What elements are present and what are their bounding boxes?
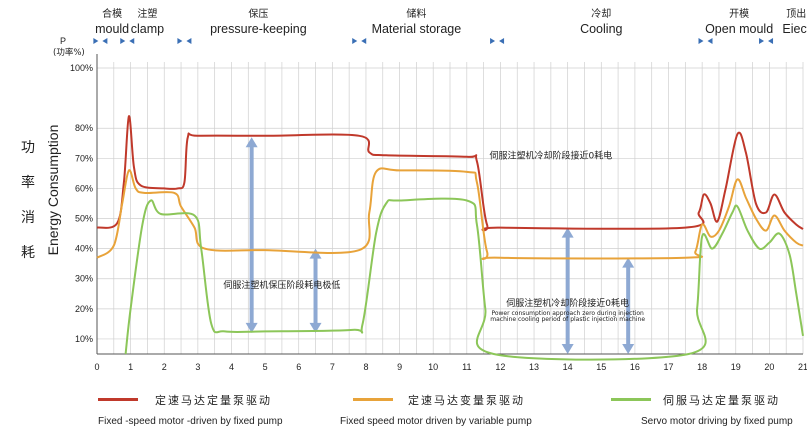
phase-boundary-marker: [93, 38, 99, 44]
x-tick-label: 7: [330, 362, 335, 372]
phase-boundary-marker: [129, 38, 135, 44]
x-tick-label: 21: [798, 362, 807, 372]
phase-label-zh: 注塑: [137, 7, 157, 20]
legend-label-fixed-speed-fixed-pump-zh: 定速马达定量泵驱动: [155, 394, 272, 407]
phase-label-en: Cooling: [580, 22, 622, 36]
phase-boundary-marker: [490, 38, 496, 44]
legend-swatch-fixed-speed-variable-pump: [353, 398, 393, 401]
series-lines: [96, 115, 804, 361]
y-unit-label: (功率%): [53, 47, 85, 58]
phase-label-en: Open mould: [705, 22, 773, 36]
phase-boundary-marker: [759, 38, 765, 44]
x-tick-label: 14: [563, 362, 573, 372]
legend-swatch-fixed-speed-fixed-pump: [98, 398, 138, 401]
phase-label-zh: 合模: [102, 7, 122, 20]
x-tick-label: 0: [94, 362, 99, 372]
y-axis-label-zh-char: 率: [21, 174, 35, 191]
x-tick-label: 11: [462, 362, 471, 372]
legend-swatch-servo-fixed-pump: [611, 398, 651, 401]
x-tick-label: 20: [764, 362, 774, 372]
phase-label-zh: 顶出: [786, 7, 806, 20]
series-line-2: [96, 167, 804, 260]
y-tick-label: 10%: [75, 334, 93, 344]
legend-label-servo-fixed-pump-en: Servo motor driving by fixed pump: [641, 416, 793, 427]
double-arrow-head: [309, 248, 322, 259]
series-line-3: [124, 197, 804, 361]
phase-label-en: clamp: [131, 22, 164, 36]
annotation-text: 伺服注塑机冷却阶段接近0耗电: [489, 149, 612, 161]
phase-label-en: Material storage: [372, 22, 462, 36]
legend-label-fixed-speed-fixed-pump-en: Fixed -speed motor -driven by fixed pump: [98, 416, 283, 427]
x-tick-label: 9: [397, 362, 402, 372]
legend-label-fixed-speed-variable-pump-zh: 定速马达变量泵驱动: [408, 394, 525, 407]
y-axis-label-zh-char: 耗: [21, 245, 35, 261]
series-line-1: [96, 115, 804, 232]
y-tick-label: 80%: [75, 123, 93, 133]
phase-label-zh: 保压: [248, 7, 268, 20]
phase-labels: 合模 mould 注塑 clamp 保压 pressure-keeping 储料 Materi…: [93, 7, 807, 44]
phase-boundary-marker: [352, 38, 358, 44]
y-tick-label: 30%: [75, 274, 93, 284]
annotation-text: machine cooling period of plastic inject…: [490, 316, 645, 323]
phase-boundary-marker: [707, 38, 713, 44]
annotation-text: 伺服注塑机冷却阶段接近0耗电: [506, 297, 629, 309]
y-axis-label-zh-char: 消: [21, 210, 35, 226]
x-tick-label: 12: [495, 362, 505, 372]
double-arrow-head: [561, 227, 574, 238]
x-tick-label: 18: [697, 362, 707, 372]
x-tick-label: 19: [731, 362, 741, 372]
y-tick-label: 50%: [75, 214, 93, 224]
phase-label-en: pressure-keeping: [210, 22, 307, 36]
annotation-arrows: [245, 137, 635, 354]
x-tick-label: 3: [195, 362, 200, 372]
x-tick-label: 4: [229, 362, 234, 372]
y-tick-label: 40%: [75, 244, 93, 254]
chart-axes: 100%80%70%60%50%40%30%20%10%0 1 2 3 4 5 6 7 8 9 10…: [53, 36, 807, 372]
x-tick-label: 6: [296, 362, 301, 372]
x-tick-label: 8: [363, 362, 368, 372]
phase-label-zh: 冷却: [591, 7, 611, 20]
y-tick-label: 60%: [75, 183, 93, 193]
y-tick-label: 70%: [75, 153, 93, 163]
annotation-text: Power consumption approach zero during i…: [491, 310, 644, 317]
phase-label-en: mould: [95, 22, 129, 36]
double-arrow-head: [245, 322, 258, 333]
phase-label-zh: 储料: [406, 7, 426, 20]
phase-boundary-marker: [186, 38, 192, 44]
annotation-text: 伺服注塑机保压阶段耗电极低: [223, 279, 340, 291]
double-arrow-head: [309, 322, 322, 333]
phase-boundary-marker: [177, 38, 183, 44]
phase-boundary-marker: [768, 38, 774, 44]
y-axis-label-en: Energy Consumption: [45, 125, 61, 256]
phase-boundary-marker: [102, 38, 108, 44]
x-tick-label: 1: [128, 362, 133, 372]
legend-label-fixed-speed-variable-pump-en: Fixed speed motor driven by variable pum…: [340, 416, 532, 427]
chart-annotations: 伺服注塑机冷却阶段接近0耗电伺服注塑机保压阶段耗电极低伺服注塑机冷却阶段接近0耗…: [223, 149, 645, 323]
x-tick-label: 13: [529, 362, 539, 372]
phase-label-en: Eiect: [782, 22, 807, 36]
double-arrow-head: [561, 344, 574, 354]
x-tick-label: 2: [162, 362, 167, 372]
x-tick-label: 5: [263, 362, 268, 372]
phase-boundary-marker: [361, 38, 367, 44]
y-tick-label: 20%: [75, 304, 93, 314]
y-tick-label: 100%: [70, 63, 93, 73]
double-arrow-head: [622, 344, 635, 354]
y-axis-label-zh-char: 功: [21, 140, 35, 156]
legend-label-servo-fixed-pump-zh: 伺服马达定量泵驱动: [663, 394, 780, 407]
double-arrow-head: [622, 257, 635, 268]
double-arrow-head: [245, 137, 258, 148]
phase-boundary-marker: [499, 38, 505, 44]
chart-grid: [96, 62, 804, 354]
y-unit-label: P: [60, 36, 66, 46]
x-tick-label: 15: [596, 362, 606, 372]
phase-label-zh: 开模: [729, 8, 749, 20]
phase-boundary-marker: [698, 38, 704, 44]
x-tick-label: 16: [630, 362, 640, 372]
phase-boundary-marker: [120, 38, 126, 44]
x-tick-label: 17: [664, 362, 674, 372]
x-tick-label: 10: [428, 362, 438, 372]
